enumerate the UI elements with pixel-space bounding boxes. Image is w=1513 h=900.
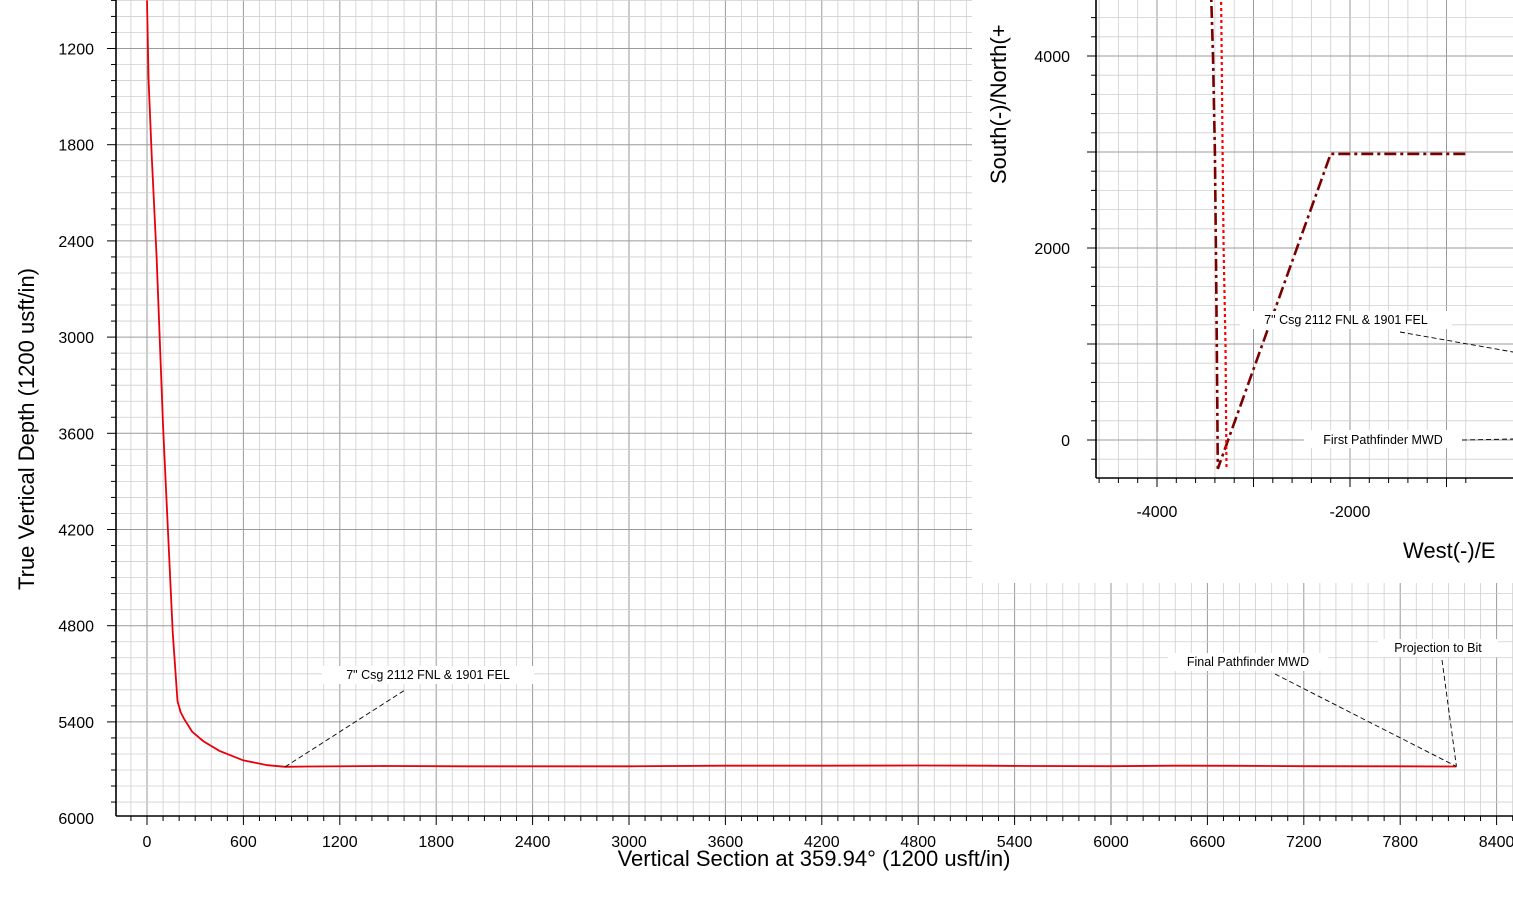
y-tick-label: 4800 — [58, 619, 94, 636]
y-tick-label: 1200 — [58, 42, 94, 59]
inset-x-tick-label: -2000 — [1330, 504, 1371, 521]
plan-view-inset: -4000 -2000 0 2000 4000 7" Csg 2112 FNL & 19… — [972, 0, 1513, 583]
vertical-section-chart: 0 600 1200 1800 2400 3000 3600 4200 4800 5400 6000… — [14, 0, 1513, 871]
x-axis-label: Vertical Section at 359.94° (1200 usft/i… — [618, 846, 1011, 871]
x-tick-label: 1200 — [322, 834, 358, 851]
main-tick-labels: 0 600 1200 1800 2400 3000 3600 4200 4800 5400 6000… — [58, 42, 1513, 852]
x-tick-label: 6000 — [1093, 834, 1129, 851]
inset-grid — [1096, 0, 1513, 478]
x-tick-label: 0 — [143, 834, 152, 851]
inset-plan-path-line — [1210, 0, 1466, 470]
inset-axes — [1087, 0, 1513, 487]
projection-annotation-leader — [1441, 659, 1457, 767]
x-tick-label: 2400 — [515, 834, 551, 851]
main-axes — [107, 0, 1513, 825]
inset-tick-labels: -4000 -2000 0 2000 4000 — [1034, 49, 1370, 521]
inset-first-mwd-annotation-leader — [1461, 438, 1513, 441]
x-tick-label: 3000 — [611, 834, 647, 851]
inset-background — [972, 0, 1513, 583]
inset-series — [1210, 0, 1466, 470]
x-tick-label: 5400 — [997, 834, 1033, 851]
x-tick-label: 4200 — [804, 834, 840, 851]
y-axis-label: True Vertical Depth (1200 usft/in) — [14, 268, 39, 590]
casing-annotation-label: 7" Csg 2112 FNL & 1901 FEL — [346, 668, 510, 682]
y-tick-label: 3600 — [58, 426, 94, 443]
inset-x-axis-label: West(-)/E — [1403, 538, 1495, 563]
inset-target-line — [1220, 0, 1228, 469]
inset-y-tick-label: 2000 — [1034, 241, 1070, 258]
y-tick-label: 5400 — [58, 715, 94, 732]
final-mwd-annotation-label: Final Pathfinder MWD — [1187, 655, 1309, 669]
inset-casing-annotation-label: 7" Csg 2112 FNL & 1901 FEL — [1264, 313, 1428, 327]
x-tick-label: 4800 — [900, 834, 936, 851]
inset-casing-annotation-leader — [1399, 331, 1513, 353]
y-tick-label: 2400 — [58, 234, 94, 251]
casing-annotation-leader — [284, 689, 406, 768]
inset-x-tick-label: -4000 — [1137, 504, 1178, 521]
x-tick-label: 6600 — [1190, 834, 1226, 851]
x-tick-label: 7800 — [1382, 834, 1418, 851]
y-tick-label: 3000 — [58, 330, 94, 347]
inset-first-mwd-annotation-bg — [1304, 430, 1462, 448]
final-mwd-annotation-bg — [1168, 653, 1328, 671]
x-tick-label: 600 — [230, 834, 257, 851]
y-tick-label: 1800 — [58, 138, 94, 155]
inset-y-tick-label: 4000 — [1034, 49, 1070, 66]
main-series — [146, 0, 1457, 768]
inset-first-mwd-annotation-label: First Pathfinder MWD — [1323, 433, 1442, 447]
projection-annotation-bg — [1378, 639, 1498, 657]
projection-annotation-label: Projection to Bit — [1394, 641, 1482, 655]
x-tick-label: 8400 — [1479, 834, 1513, 851]
final-mwd-annotation-leader — [1274, 673, 1457, 767]
x-tick-label: 7200 — [1286, 834, 1322, 851]
x-tick-label: 3600 — [708, 834, 744, 851]
main-annotations: 7" Csg 2112 FNL & 1901 FEL Final Pathfind… — [284, 639, 1498, 768]
inset-y-tick-label: 0 — [1061, 433, 1070, 450]
y-tick-label: 4200 — [58, 523, 94, 540]
inset-annotations: 7" Csg 2112 FNL & 1901 FEL First Pathfind… — [1240, 311, 1513, 448]
wellbore-path-line — [146, 0, 1457, 768]
inset-y-axis-label: South(-)/North(+ — [986, 24, 1011, 184]
y-tick-label: 6000 — [58, 811, 94, 828]
casing-annotation-bg — [322, 666, 534, 684]
x-tick-label: 1800 — [418, 834, 454, 851]
inset-casing-annotation-bg — [1240, 311, 1452, 329]
